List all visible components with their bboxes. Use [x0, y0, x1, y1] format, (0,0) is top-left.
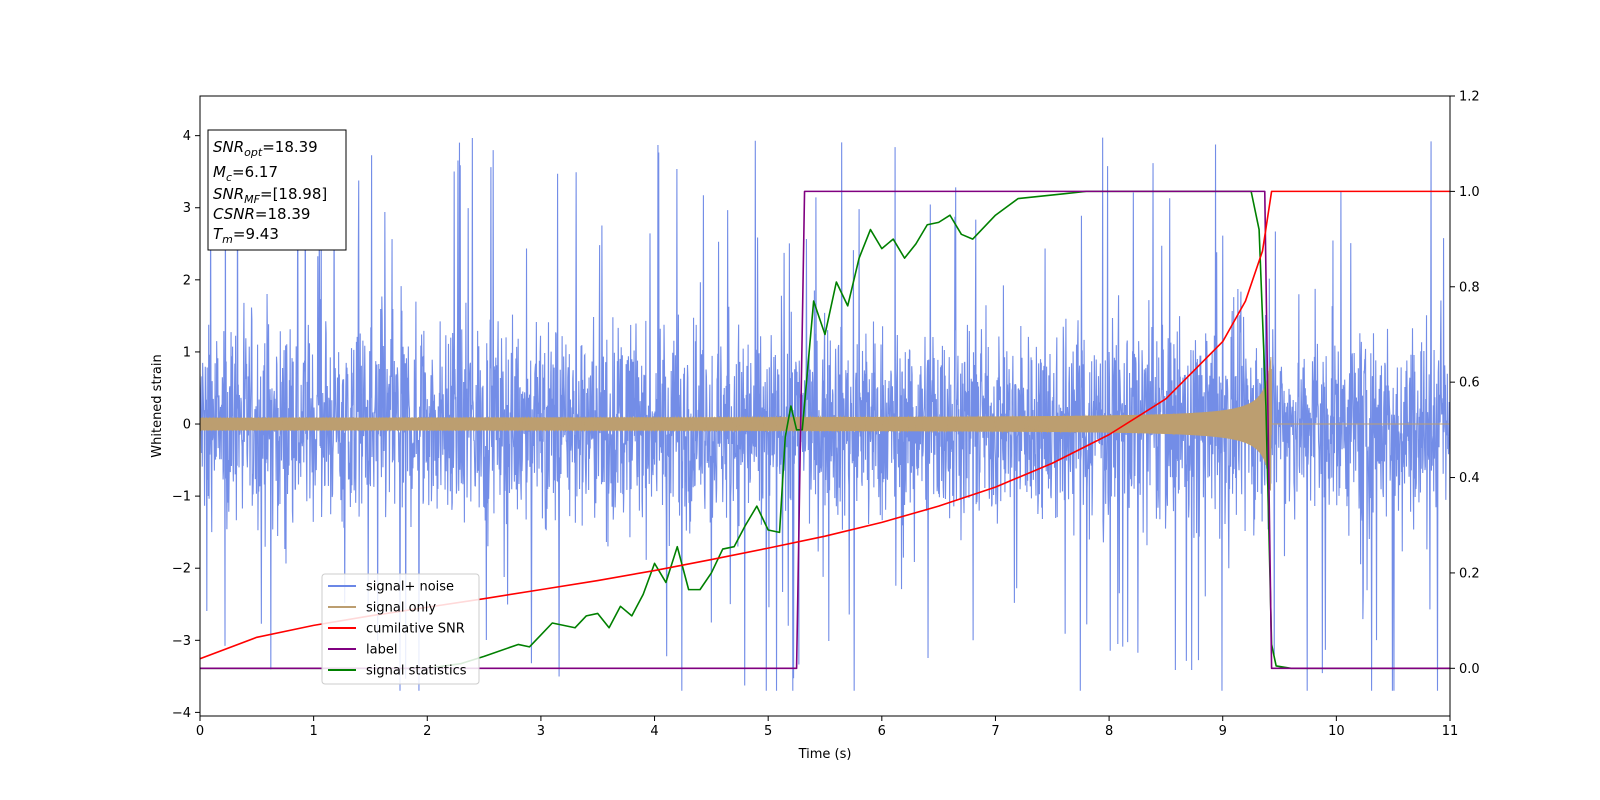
- stats-line: Mc=6.17: [213, 163, 278, 184]
- y-tick-label: −4: [172, 706, 191, 721]
- plot-frame: [199, 95, 1451, 717]
- series-signal-noise-line: [200, 137, 1450, 691]
- x-axis-label: Time (s): [798, 747, 852, 762]
- y2-tick-label: 0.4: [1459, 471, 1480, 486]
- legend: signal+ noise signal only cumilative SNR la…: [321, 573, 480, 685]
- stats-line: CSNR=18.39: [213, 205, 310, 223]
- y-tick-label: 0: [183, 418, 191, 433]
- stats-box: SNRopt=18.39 Mc=6.17SNRMF=[18.98]CSNR=18.…: [207, 129, 347, 251]
- x-tick-label: 6: [878, 724, 886, 739]
- series-signal-only-line: [200, 357, 1450, 491]
- legend-label: cumilative SNR: [366, 622, 465, 637]
- x-tick-label: 5: [764, 724, 772, 739]
- x-tick-label: 7: [991, 724, 999, 739]
- x-tick-label: 10: [1328, 724, 1345, 739]
- x-tick-label: 9: [1219, 724, 1227, 739]
- y-axis-label: Whitened strain: [150, 354, 165, 457]
- series-label-line: [200, 190, 1450, 670]
- legend-label: signal only: [366, 601, 436, 616]
- y2-tick-label: 1.2: [1459, 90, 1480, 105]
- x-tick-label: 8: [1105, 724, 1113, 739]
- axes: 0 1 2 3 4 5 6 7 8 9 10 11 −4 −3 −2 −1 0 1 2 3 4 0.0 0.2 0.4 0.6 0…: [172, 90, 1480, 740]
- x-tick-label: 2: [423, 724, 431, 739]
- x-tick-label: 0: [196, 724, 204, 739]
- y2-tick-label: 1.0: [1459, 185, 1480, 200]
- y-tick-label: 2: [183, 273, 191, 288]
- x-tick-label: 1: [309, 724, 317, 739]
- stats-line: Tm=9.43: [213, 225, 279, 246]
- x-tick-label: 4: [650, 724, 658, 739]
- plot-data-area: [200, 137, 1450, 691]
- legend-label: label: [366, 643, 397, 658]
- y2-tick-label: 0.6: [1459, 376, 1480, 391]
- y-tick-label: −1: [172, 490, 191, 505]
- stats-line: SNRopt=18.39: [213, 138, 318, 159]
- x-tick-label: 11: [1442, 724, 1459, 739]
- y-tick-label: 4: [183, 129, 191, 144]
- y-tick-label: 3: [183, 201, 191, 216]
- series-signal-statistics-line: [200, 190, 1450, 670]
- y2-tick-label: 0.8: [1459, 280, 1480, 295]
- y2-tick-label: 0.0: [1459, 662, 1480, 677]
- stats-box-frame: [207, 129, 347, 251]
- legend-label: signal statistics: [366, 664, 467, 679]
- legend-frame: [321, 573, 480, 685]
- y-tick-label: −2: [172, 562, 191, 577]
- y2-tick-label: 0.2: [1459, 566, 1480, 581]
- y-tick-label: −3: [172, 634, 191, 649]
- stats-line: SNRMF=[18.98]: [213, 185, 327, 206]
- x-tick-label: 3: [537, 724, 545, 739]
- legend-label: signal+ noise: [366, 580, 454, 595]
- y-tick-label: 1: [183, 345, 191, 360]
